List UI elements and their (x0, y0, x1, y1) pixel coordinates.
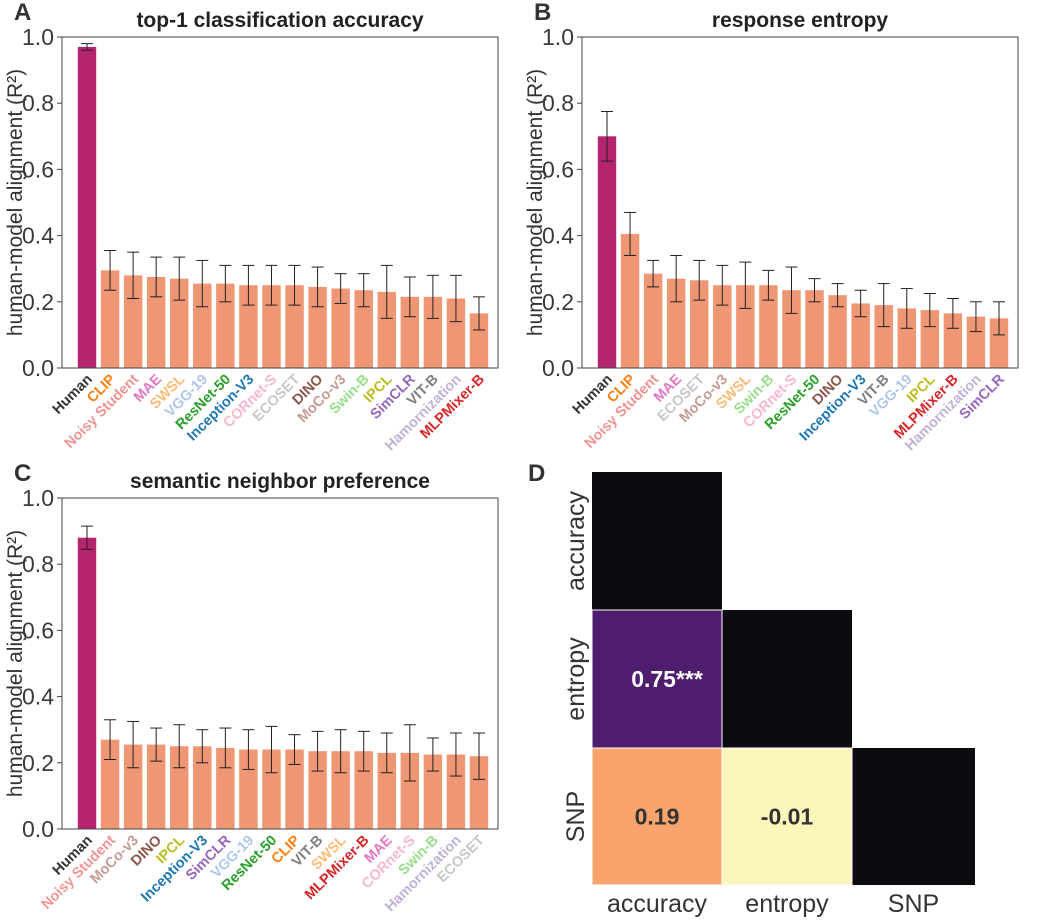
heatmap-cell-diagonal (722, 610, 852, 748)
cell-value: -0.01 (761, 804, 814, 830)
bar (285, 285, 304, 368)
bar (736, 285, 755, 368)
chart-title: top-1 classification accuracy (136, 9, 423, 32)
y-tick-label: 0.4 (22, 684, 54, 710)
y-axis-label: human-model alignment (R²) (4, 69, 27, 336)
heatmap-cell-diagonal (852, 748, 975, 885)
y-axis-label: human-model alignment (R²) (524, 69, 547, 336)
bar (123, 744, 143, 829)
bar (920, 310, 940, 368)
y-tick-label: 0.4 (22, 223, 54, 249)
panel-letter: C (14, 460, 31, 487)
bar (146, 744, 166, 829)
axes-frame (61, 36, 499, 369)
y-axis-label: human-model alignment (R²) (4, 530, 27, 797)
bar (897, 308, 916, 368)
bar (943, 313, 963, 368)
axes-frame (581, 36, 1019, 369)
bar (851, 303, 870, 368)
bar (469, 313, 489, 368)
bar (805, 290, 824, 368)
bar (262, 749, 281, 829)
bar (423, 754, 443, 829)
heatmap-cell (721, 747, 853, 886)
y-tick-label: 0.8 (22, 551, 54, 577)
panel-letter: D (528, 460, 545, 487)
cell-value: 0.19 (635, 804, 680, 830)
bar (782, 290, 801, 368)
bar (643, 273, 663, 368)
bar (331, 751, 350, 829)
bar (620, 233, 640, 368)
bar (966, 316, 986, 368)
y-tick-label: 1.0 (22, 485, 54, 511)
y-tick-label: 0.0 (22, 355, 54, 381)
bar (666, 278, 686, 368)
bar (469, 756, 489, 829)
y-tick-label: 0.2 (22, 750, 54, 776)
y-tick-label: 0.6 (22, 156, 54, 182)
col-label: accuracy (607, 890, 708, 918)
bar (239, 285, 258, 368)
bar (262, 285, 281, 368)
panel-letter: B (534, 0, 551, 26)
bar (146, 276, 166, 368)
bar (331, 288, 350, 368)
bar (377, 291, 396, 368)
bar (690, 280, 709, 368)
heatmap-cell (591, 747, 723, 886)
y-tick-label: 0.8 (542, 90, 574, 116)
bar (597, 136, 617, 368)
panel-d: D 0.75*** 0.19 -0.01 accuracy entropy SNP accur… (528, 460, 975, 918)
col-label: SNP (888, 890, 939, 918)
row-label: accuracy (562, 490, 590, 591)
bar (354, 290, 373, 368)
y-tick-label: 0.6 (542, 156, 574, 182)
y-tick-label: 0.6 (22, 617, 54, 643)
bar (400, 296, 420, 368)
bar (77, 46, 97, 369)
y-tick-label: 0.0 (22, 816, 54, 842)
bar (446, 298, 466, 368)
row-label: entropy (562, 637, 590, 721)
y-tick-label: 0.2 (542, 289, 574, 315)
bar (828, 295, 847, 368)
chart-title: semantic neighbor preference (130, 470, 430, 493)
bar (400, 752, 420, 829)
bar (377, 752, 396, 829)
y-tick-label: 0.0 (542, 355, 574, 381)
bar (77, 537, 97, 829)
y-tick-label: 1.0 (542, 24, 574, 50)
bar (193, 283, 212, 368)
y-tick-label: 0.8 (22, 90, 54, 116)
bar (100, 270, 120, 368)
axes-frame (61, 497, 499, 830)
row-label: SNP (562, 791, 590, 842)
bar (170, 278, 189, 368)
bar (423, 296, 443, 368)
cell-value: 0.75*** (631, 666, 703, 692)
heatmap-cell-diagonal (592, 472, 722, 610)
bar (216, 283, 235, 368)
bar (989, 318, 1009, 368)
bar (446, 754, 466, 829)
bar (100, 739, 120, 829)
y-tick-label: 0.4 (542, 223, 574, 249)
col-label: entropy (745, 890, 829, 918)
y-tick-label: 0.2 (22, 289, 54, 315)
bar (713, 285, 732, 368)
bar (759, 285, 778, 368)
y-tick-label: 1.0 (22, 24, 54, 50)
bar (285, 749, 304, 829)
panel-letter: A (14, 0, 31, 26)
bar (193, 746, 212, 829)
bar (170, 746, 189, 829)
heatmap-cell (591, 609, 723, 749)
chart-title: response entropy (712, 9, 889, 32)
bar (874, 305, 893, 368)
